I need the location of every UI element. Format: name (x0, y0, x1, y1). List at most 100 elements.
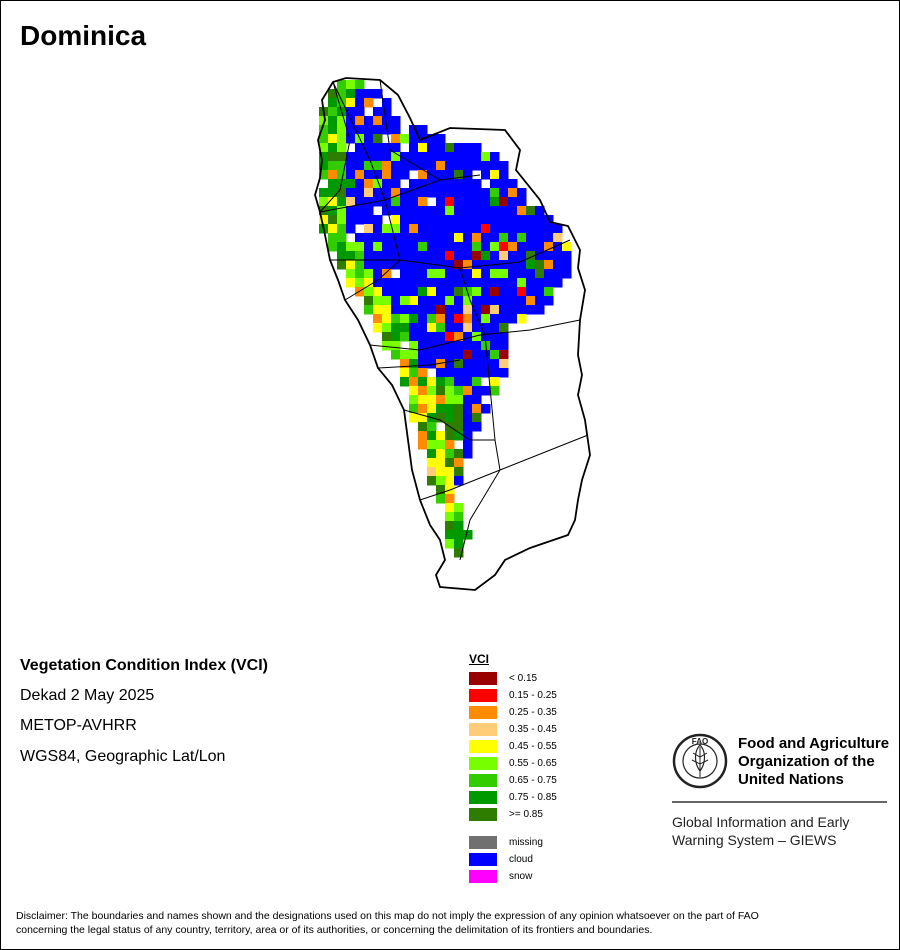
vci-cell (481, 296, 491, 306)
vci-cell (544, 269, 554, 279)
vci-cell (427, 404, 437, 414)
vci-cell (508, 188, 518, 198)
product-name: Vegetation Condition Index (VCI) (20, 657, 268, 674)
vci-cell (463, 431, 473, 441)
vci-cell (418, 143, 428, 153)
vci-cell (526, 287, 536, 297)
vci-cell (436, 413, 446, 423)
vci-cell (445, 305, 455, 315)
vci-cell (418, 431, 428, 441)
vci-cell (400, 314, 410, 324)
vci-cell (499, 332, 509, 342)
vci-cell (463, 341, 473, 351)
vci-cell (445, 206, 455, 216)
vci-cell (490, 278, 500, 288)
vci-cell (481, 188, 491, 198)
vci-cell (364, 89, 374, 99)
vci-cell (454, 539, 464, 549)
vci-cell (418, 233, 428, 243)
vci-cell (517, 278, 527, 288)
vci-cell (499, 224, 509, 234)
vci-cell (364, 134, 374, 144)
vci-cell (508, 260, 518, 270)
vci-cell (346, 224, 356, 234)
vci-cell (463, 143, 473, 153)
vci-cell (409, 134, 419, 144)
vci-cell (337, 251, 347, 261)
vci-cell (337, 215, 347, 225)
vci-cell (400, 278, 410, 288)
vci-cell (391, 287, 401, 297)
vci-cell (373, 89, 383, 99)
vci-cell (427, 377, 437, 387)
vci-cell (490, 206, 500, 216)
vci-cell (436, 296, 446, 306)
legend-label: 0.25 - 0.35 (509, 707, 557, 718)
vci-cell (418, 404, 428, 414)
vci-cell (535, 242, 545, 252)
vci-cell (400, 350, 410, 360)
vci-cell (400, 152, 410, 162)
vci-cell (436, 476, 446, 486)
vci-cell (445, 395, 455, 405)
vci-cell (328, 233, 338, 243)
vci-cell (355, 116, 365, 126)
vci-cell (418, 413, 428, 423)
vci-cell (499, 260, 509, 270)
vci-cell (418, 278, 428, 288)
vci-cell (535, 233, 545, 243)
vci-cell (517, 260, 527, 270)
vci-cell (499, 179, 509, 189)
vci-cell (427, 188, 437, 198)
vci-cell (445, 476, 455, 486)
vci-cell (337, 188, 347, 198)
vci-cell (454, 395, 464, 405)
vci-cell (355, 107, 365, 117)
vci-cell (490, 161, 500, 171)
vci-cell (436, 242, 446, 252)
vci-cell (445, 170, 455, 180)
vci-cell (373, 278, 383, 288)
vci-cell (436, 152, 446, 162)
vci-cell (445, 314, 455, 324)
vci-cell (499, 323, 509, 333)
vci-cell (346, 134, 356, 144)
vci-cell (472, 413, 482, 423)
vci-cell (373, 125, 383, 135)
vci-cell (373, 179, 383, 189)
vci-cell (517, 242, 527, 252)
vci-cell (526, 215, 536, 225)
vci-cell (400, 224, 410, 234)
vci-cell (409, 197, 419, 207)
vci-cell (418, 152, 428, 162)
vci-cell (499, 305, 509, 315)
vci-cell (409, 350, 419, 360)
vci-cell (454, 377, 464, 387)
vci-cell (463, 296, 473, 306)
vci-cell (364, 305, 374, 315)
vci-cell (553, 260, 563, 270)
vci-cell (454, 332, 464, 342)
vci-cell (409, 143, 419, 153)
vci-cell (499, 170, 509, 180)
vci-cell (508, 278, 518, 288)
vci-cell (472, 242, 482, 252)
vci-cell (445, 332, 455, 342)
vci-cell (436, 332, 446, 342)
vci-cell (346, 152, 356, 162)
vci-cell (481, 350, 491, 360)
vci-cell (454, 260, 464, 270)
vci-cell (382, 224, 392, 234)
vci-cell (373, 107, 383, 117)
vci-cell (526, 269, 536, 279)
vci-cell (391, 233, 401, 243)
vci-cell (490, 197, 500, 207)
vci-pixel-layer (319, 80, 572, 558)
vci-cell (409, 206, 419, 216)
vci-cell (337, 170, 347, 180)
vci-cell (418, 260, 428, 270)
vci-cell (517, 188, 527, 198)
vci-cell (355, 179, 365, 189)
vci-cell (409, 287, 419, 297)
vci-cell (373, 287, 383, 297)
